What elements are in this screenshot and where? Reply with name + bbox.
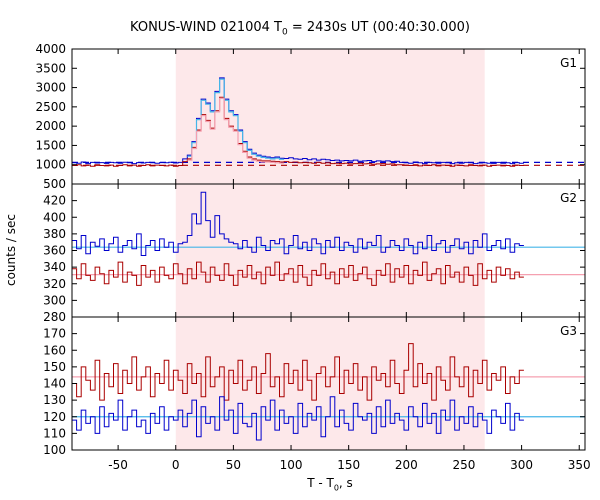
series-G3-red [72, 343, 524, 401]
panel-label-G1: G1 [560, 56, 577, 70]
y-tick-label: 3000 [35, 81, 66, 95]
x-tick-label: 250 [453, 458, 476, 472]
peak-curve-G1-1 [187, 97, 285, 164]
series-G2-blue [72, 191, 524, 256]
peak-curve-G1-0 [187, 78, 285, 160]
y-tick-label: 130 [43, 393, 66, 407]
series-G1-red [72, 96, 524, 167]
y-tick-label: 400 [43, 210, 66, 224]
burst-interval-shade [175, 49, 485, 450]
y-tick-label: 420 [43, 194, 66, 208]
x-tick-label: 350 [568, 458, 591, 472]
y-tick-label: 120 [43, 410, 66, 424]
panel-label-G3: G3 [560, 324, 577, 338]
y-tick-label: 140 [43, 377, 66, 391]
y-tick-label: 2500 [35, 100, 66, 114]
y-tick-label: 320 [43, 277, 66, 291]
y-tick-label: 340 [43, 260, 66, 274]
y-tick-label: 170 [43, 327, 66, 341]
y-tick-label: 160 [43, 343, 66, 357]
series-G1-blue [72, 77, 524, 165]
y-tick-label: 1000 [35, 158, 66, 172]
chart-title: KONUS-WIND 021004 T0 = 2430s UT (00:40:3… [130, 20, 470, 38]
x-tick-label: 50 [226, 458, 241, 472]
y-tick-label: 150 [43, 360, 66, 374]
y-tick-label: 100 [43, 443, 66, 457]
y-tick-label: 3500 [35, 61, 66, 75]
x-tick-label: 200 [395, 458, 418, 472]
x-tick-label: 100 [280, 458, 303, 472]
y-tick-label: 380 [43, 227, 66, 241]
x-axis-label: T - T0, s [307, 476, 353, 493]
y-tick-label: 2000 [35, 119, 66, 133]
y-tick-label: 360 [43, 244, 66, 258]
y-tick-label: 280 [43, 310, 66, 324]
y-tick-label: 1500 [35, 138, 66, 152]
x-tick-label: 150 [337, 458, 360, 472]
x-tick-label: 0 [172, 458, 180, 472]
y-tick-label: 300 [43, 293, 66, 307]
series-G2-red [72, 261, 524, 286]
y-tick-label: 110 [43, 426, 66, 440]
y-tick-label: 500 [43, 177, 66, 191]
x-tick-label: 300 [510, 458, 533, 472]
y-tick-label: 4000 [35, 42, 66, 56]
x-tick-label: -50 [108, 458, 128, 472]
series-G3-blue [72, 396, 524, 441]
panel-label-G2: G2 [560, 191, 577, 205]
